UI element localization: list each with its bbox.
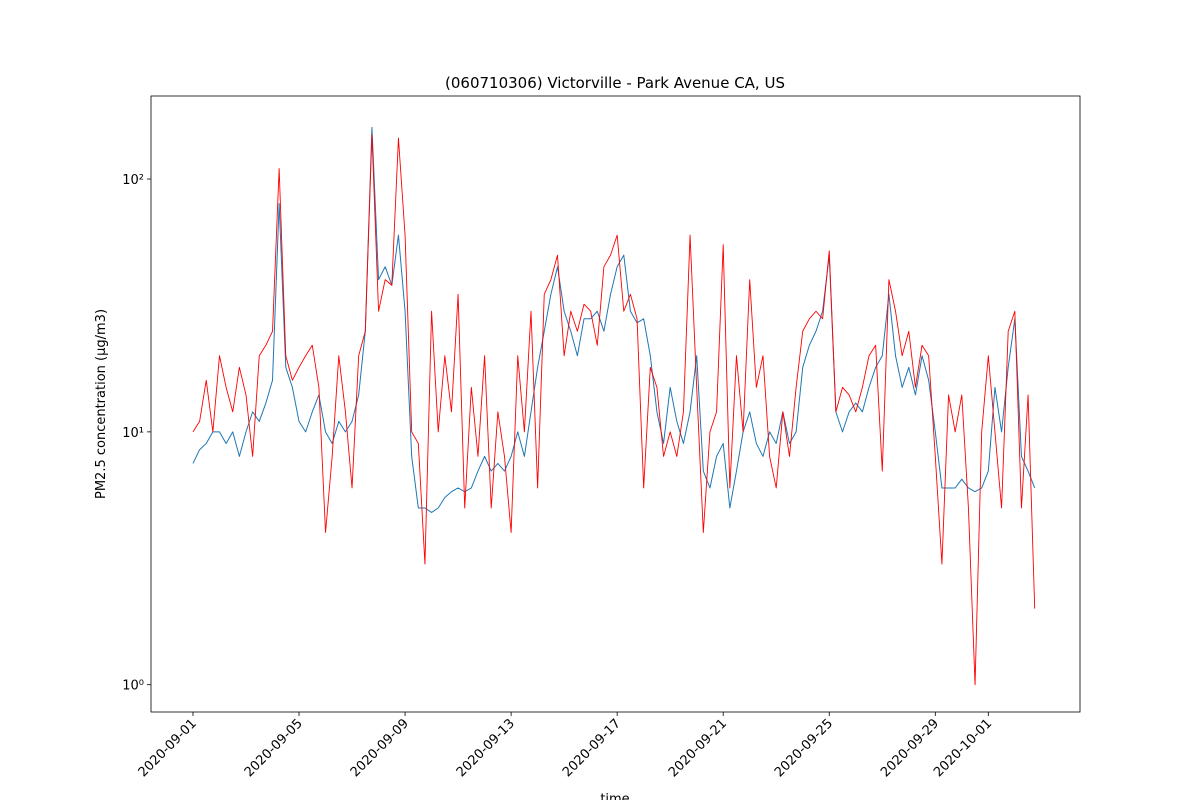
y-tick-label: 10⁰	[122, 679, 144, 694]
chart-title: (060710306) Victorville - Park Avenue CA…	[445, 74, 785, 92]
y-axis-label: PM2.5 concentration (µg/m3)	[94, 309, 109, 499]
y-tick-label: 10¹	[122, 426, 144, 441]
y-tick-label: 10²	[122, 173, 144, 188]
data-line	[192, 134, 1036, 686]
x-axis-label: time	[600, 792, 629, 800]
plot-frame	[150, 95, 1081, 713]
